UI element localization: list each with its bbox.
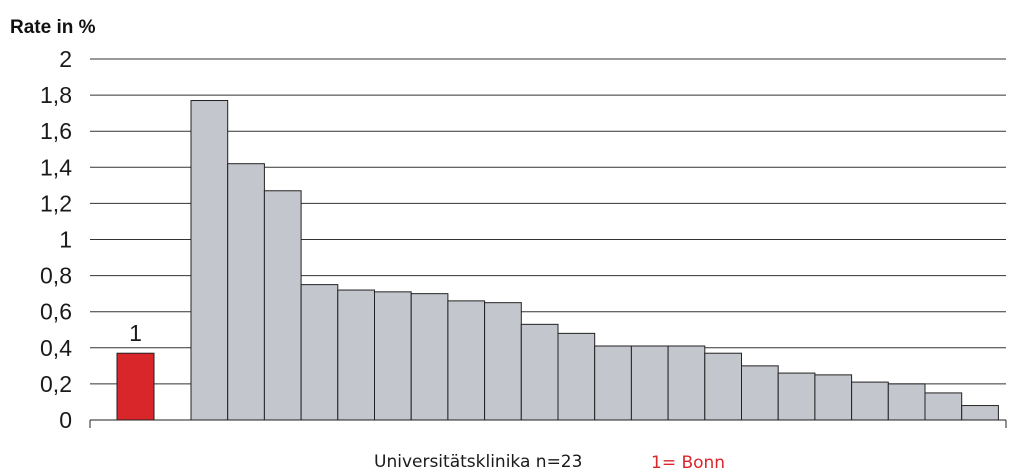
bar bbox=[704, 352, 742, 421]
y-tick-label: 0 bbox=[59, 407, 72, 433]
y-tick-label: 1,6 bbox=[40, 118, 72, 144]
y-tick-label: 2 bbox=[59, 46, 72, 72]
x-axis-title: Universitätsklinika n=23 bbox=[374, 452, 582, 472]
bars: 1 bbox=[116, 100, 999, 421]
bar bbox=[263, 190, 302, 421]
y-tick-label: 0,2 bbox=[40, 371, 72, 397]
bar bbox=[410, 293, 449, 421]
bar bbox=[190, 100, 229, 421]
bar-highlight bbox=[116, 352, 155, 421]
bar bbox=[630, 345, 669, 421]
bar bbox=[374, 291, 412, 421]
bar bbox=[924, 392, 963, 421]
bar bbox=[667, 345, 706, 421]
y-tick-label: 1 bbox=[59, 227, 72, 253]
y-tick-label: 1,4 bbox=[40, 154, 72, 180]
bar bbox=[851, 381, 889, 421]
bar bbox=[557, 332, 596, 421]
bar bbox=[484, 302, 522, 421]
bar bbox=[887, 383, 926, 421]
bar bbox=[337, 289, 375, 421]
y-tick-label: 1,2 bbox=[40, 190, 72, 216]
bar bbox=[227, 163, 265, 421]
y-axis-title: Rate in % bbox=[10, 17, 96, 38]
bar bbox=[520, 323, 559, 421]
bar bbox=[741, 365, 779, 421]
y-tick-label: 1,8 bbox=[40, 82, 72, 108]
bar-highlight-label: 1 bbox=[129, 320, 142, 346]
bar bbox=[447, 300, 486, 421]
bar bbox=[961, 405, 999, 421]
legend-note: 1= Bonn bbox=[651, 453, 725, 472]
bar bbox=[814, 374, 853, 421]
bar bbox=[300, 284, 339, 421]
bar bbox=[777, 372, 816, 421]
y-tick-label: 0,8 bbox=[40, 263, 72, 289]
y-tick-labels: 0 0,2 0,4 0,6 0,8 1 1,2 1,4 1,6 1,8 2 bbox=[40, 46, 72, 433]
bar bbox=[594, 345, 632, 421]
y-tick-label: 0,4 bbox=[40, 335, 72, 361]
y-tick-label: 0,6 bbox=[40, 299, 72, 325]
